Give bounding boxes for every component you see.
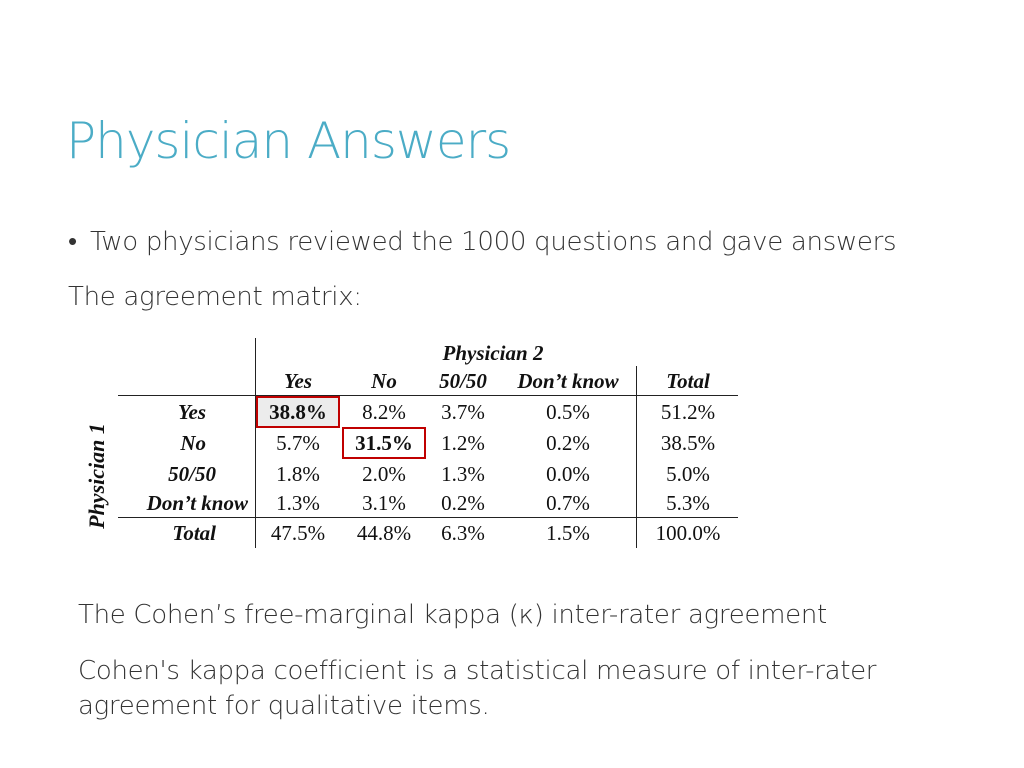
row-header-dont-know: Don’t know	[146, 491, 248, 515]
matrix-cell: 1.2%	[441, 431, 485, 455]
col-header-no: No	[371, 369, 397, 393]
matrix-cell: 0.2%	[546, 431, 590, 455]
matrix-cell-highlighted: 38.8%	[256, 396, 340, 428]
row-header-total: Total	[172, 521, 216, 545]
column-group-label: Physician 2	[442, 341, 544, 365]
bullet-item: • Two physicians reviewed the 1000 questi…	[68, 226, 897, 257]
col-header-5050: 50/50	[439, 369, 487, 393]
col-header-total: Total	[666, 369, 710, 393]
matrix-divider-right	[636, 366, 637, 548]
matrix-cell: 0.0%	[546, 462, 590, 486]
col-header-yes: Yes	[284, 369, 312, 393]
row-header-5050: 50/50	[168, 462, 216, 486]
matrix-cell-total: 1.5%	[546, 521, 590, 545]
matrix-cell: 1.3%	[276, 491, 320, 515]
col-header-dont-know: Don’t know	[517, 369, 619, 393]
slide-title: Physician Answers	[66, 112, 511, 170]
matrix-label: The agreement matrix:	[68, 282, 362, 312]
matrix-cell: 51.2%	[660, 400, 716, 424]
matrix-cell: 5.3%	[666, 491, 710, 515]
matrix-cell: 1.3%	[441, 462, 485, 486]
matrix-cell: 0.7%	[546, 491, 590, 515]
matrix-cell-total: 100.0%	[655, 521, 721, 545]
matrix-cell: 8.2%	[362, 400, 406, 424]
matrix-cell: 0.2%	[441, 491, 485, 515]
bullet-text: Two physicians reviewed the 1000 questio…	[90, 227, 897, 257]
matrix-cell: 2.0%	[362, 462, 406, 486]
matrix-divider-bottom	[118, 517, 738, 518]
row-header-no: No	[180, 431, 206, 455]
row-group-label: Physician 1	[84, 423, 109, 529]
matrix-cell: 5.0%	[666, 462, 710, 486]
matrix-divider-left	[255, 338, 256, 548]
matrix-cell: 1.8%	[276, 462, 320, 486]
matrix-cell: 3.7%	[441, 400, 485, 424]
agreement-matrix: Physician 1 Physician 2 Yes No 50/50 Don…	[84, 338, 738, 548]
matrix-cell-total: 44.8%	[356, 521, 412, 545]
matrix-cell: 3.1%	[362, 491, 406, 515]
matrix-cell: 38.5%	[660, 431, 716, 455]
bullet-dot-icon: •	[68, 227, 77, 257]
matrix-divider-top	[118, 395, 738, 396]
matrix-cell: 5.7%	[276, 431, 320, 455]
kappa-title: The Cohen’s free-marginal kappa (κ) inte…	[78, 600, 827, 630]
kappa-description: Cohen's kappa coefficient is a statistic…	[78, 656, 877, 721]
matrix-cell-total: 47.5%	[270, 521, 326, 545]
matrix-cell-highlighted: 31.5%	[342, 427, 426, 459]
matrix-cell-total: 6.3%	[441, 521, 485, 545]
matrix-cell: 0.5%	[546, 400, 590, 424]
row-header-yes: Yes	[178, 400, 206, 424]
